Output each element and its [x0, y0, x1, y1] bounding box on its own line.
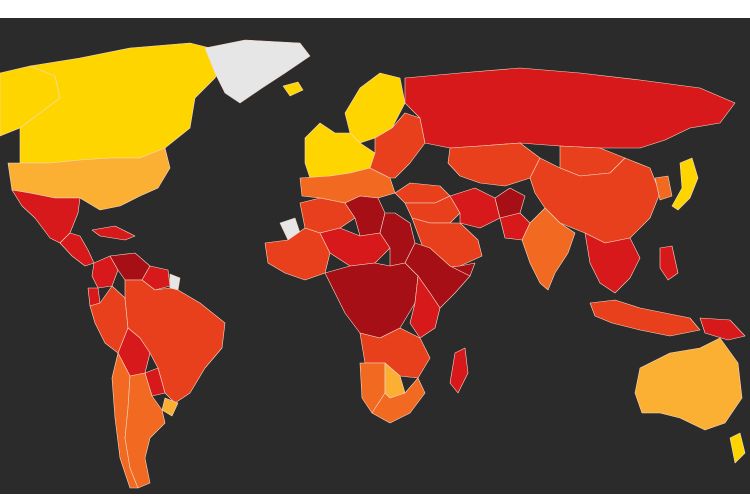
- region-southeast-asia: [584, 232, 641, 294]
- region-south-africa: [371, 377, 426, 424]
- world-map-svg: [0, 18, 750, 494]
- region-uruguay: [161, 397, 179, 417]
- region-east-africa: [409, 275, 441, 339]
- region-central-asia: [447, 142, 541, 187]
- region-argentina: [124, 372, 166, 489]
- region-madagascar: [449, 347, 469, 394]
- region-afghanistan: [494, 187, 526, 219]
- region-west-africa: [264, 227, 331, 281]
- region-guyana-suriname: [141, 265, 171, 291]
- region-india: [521, 207, 576, 291]
- region-australia: [634, 337, 743, 431]
- region-greenland: [204, 39, 311, 104]
- region-philippines: [659, 245, 679, 281]
- region-caribbean: [91, 225, 136, 241]
- region-eastern-europe: [369, 112, 426, 179]
- region-iceland: [282, 81, 304, 97]
- region-korea: [654, 175, 673, 201]
- region-new-zealand: [729, 432, 746, 464]
- region-central-america: [59, 232, 95, 267]
- region-papua-new-guinea: [699, 317, 746, 341]
- region-iran: [449, 187, 501, 229]
- world-map: [0, 18, 750, 494]
- region-indonesia: [589, 299, 701, 337]
- region-southern-europe: [299, 167, 396, 204]
- region-japan: [671, 157, 699, 211]
- region-russia: [404, 67, 736, 149]
